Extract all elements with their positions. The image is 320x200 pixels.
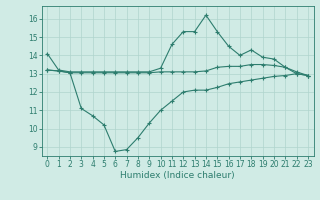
X-axis label: Humidex (Indice chaleur): Humidex (Indice chaleur) <box>120 171 235 180</box>
